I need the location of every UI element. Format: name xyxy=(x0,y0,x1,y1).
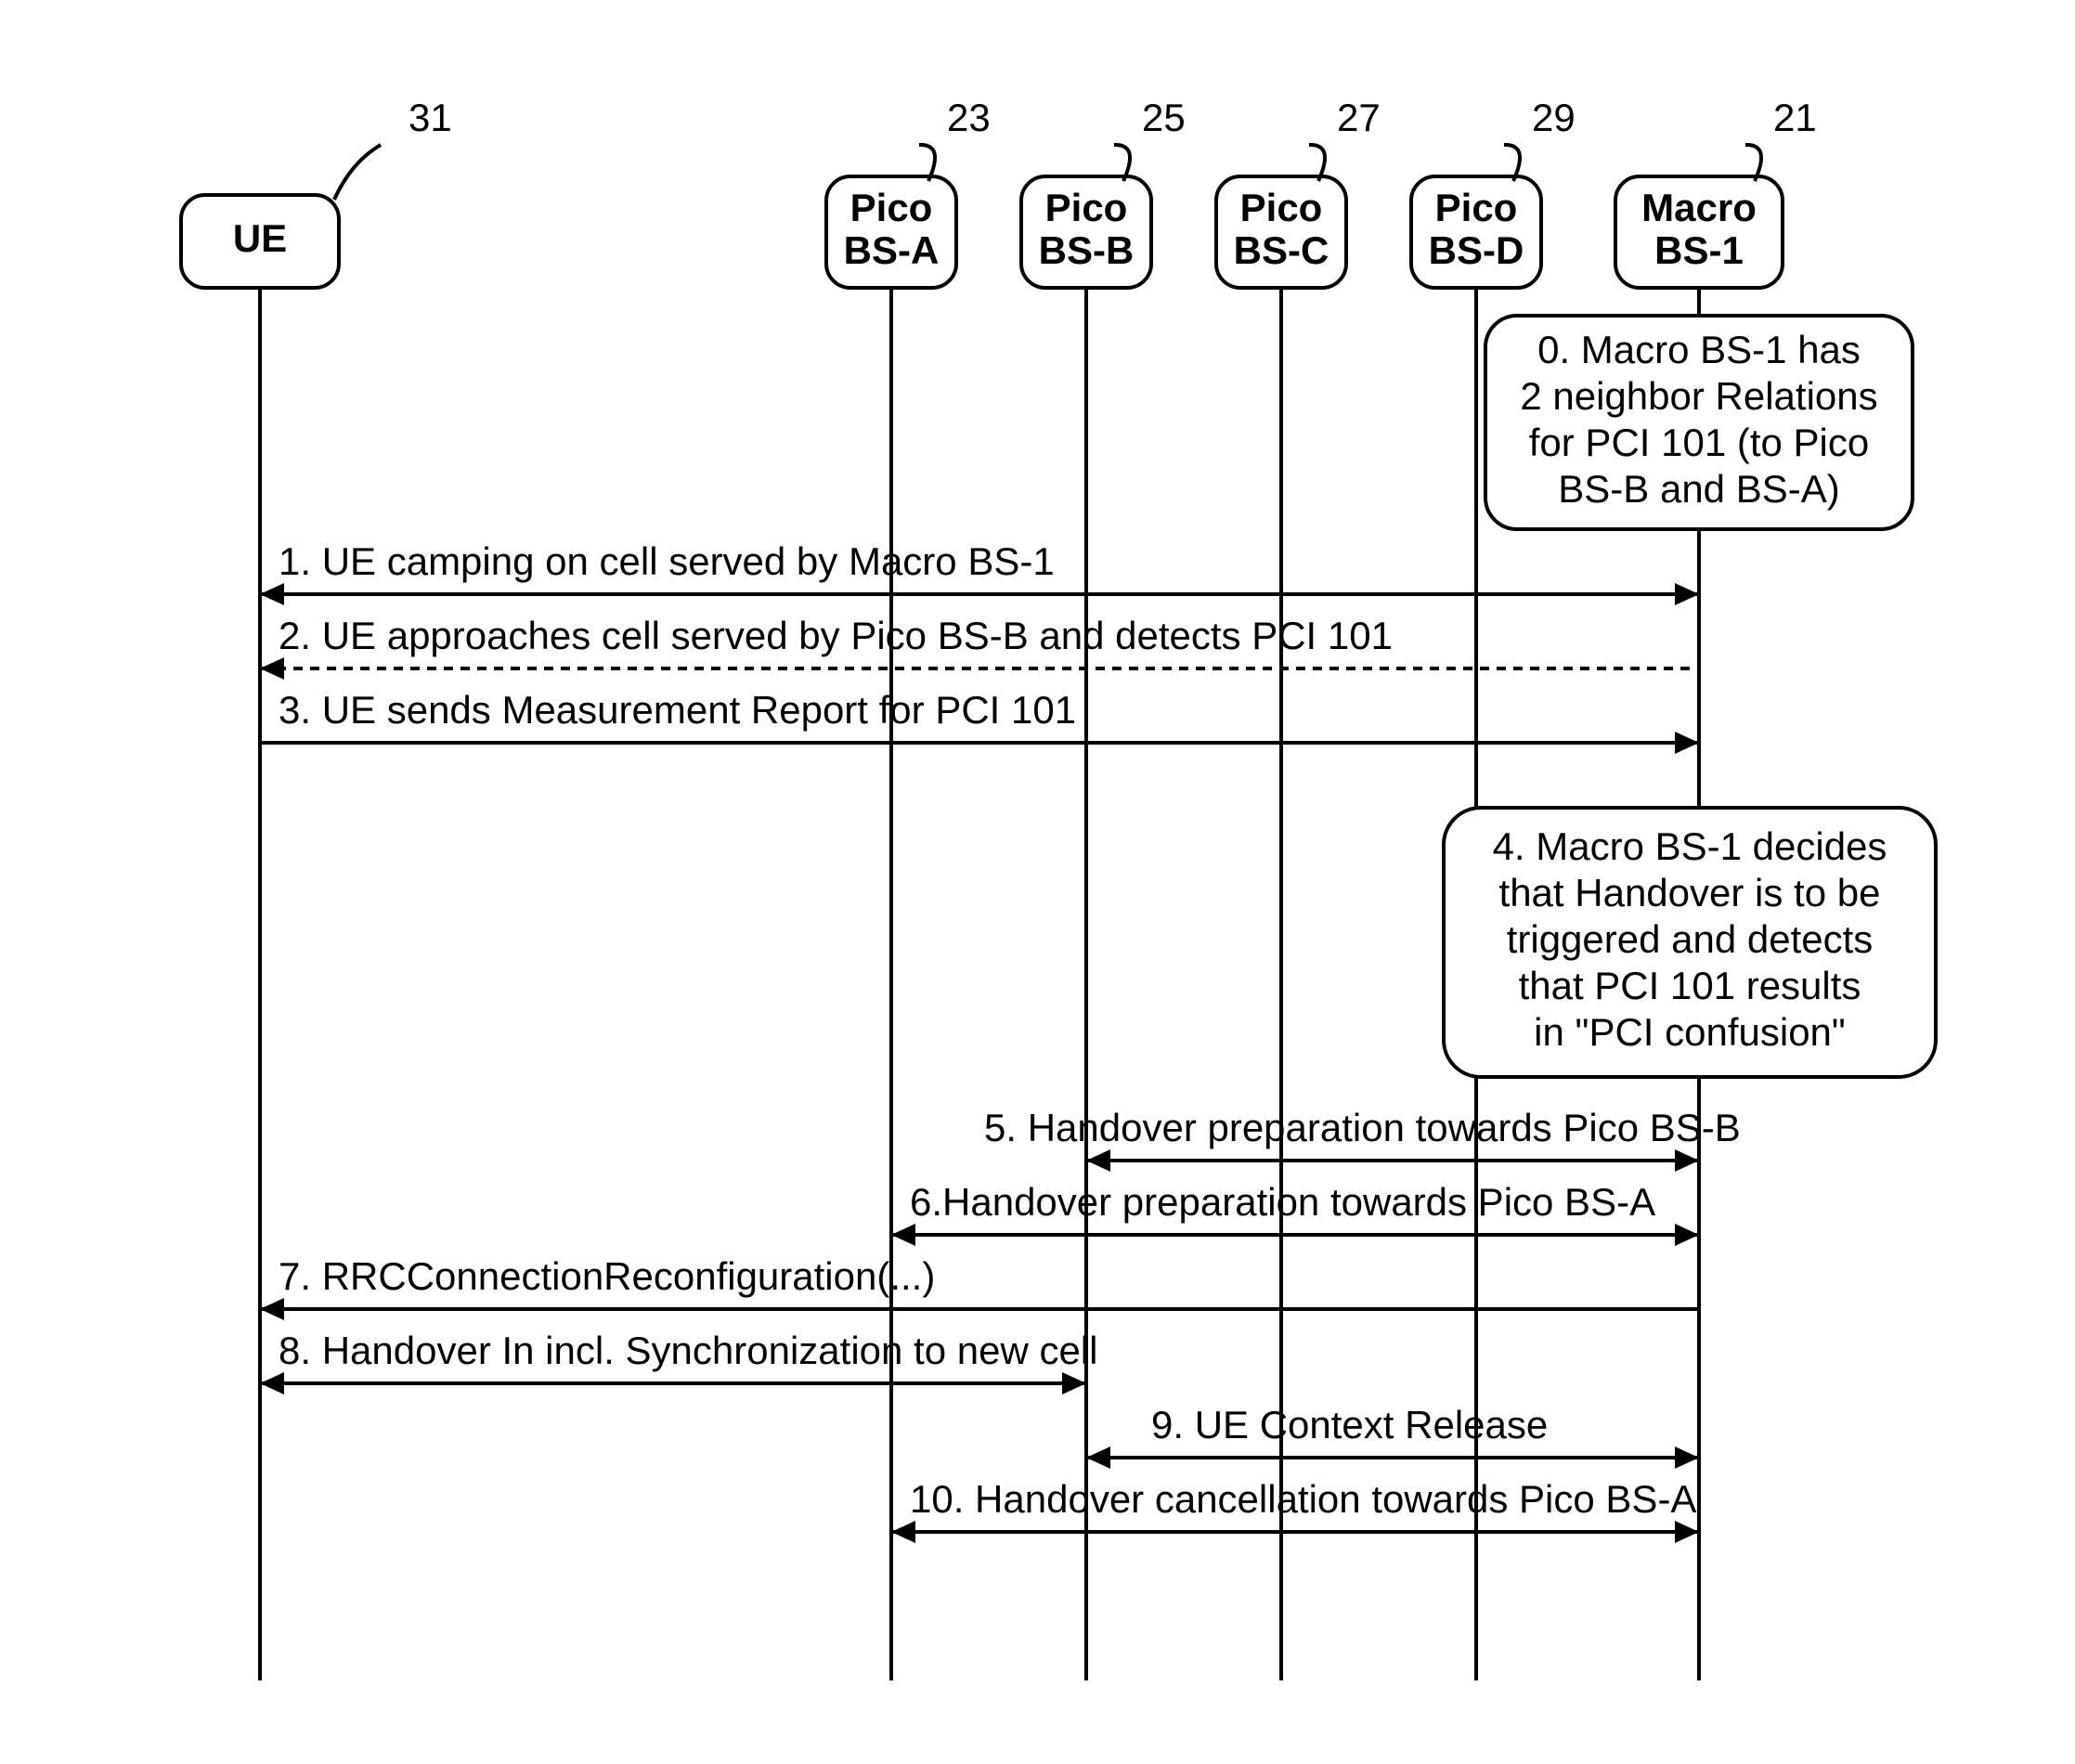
note-text-note4: triggered and detects xyxy=(1507,917,1874,961)
ref-label-bsC: 27 xyxy=(1337,96,1381,139)
ref-leader-ue xyxy=(334,145,381,200)
message-text-8: 8. Handover In incl. Synchronization to … xyxy=(279,1329,1097,1372)
sequence-diagram: UEPicoBS-APicoBS-BPicoBS-CPicoBS-DMacroB… xyxy=(0,0,2075,1764)
actor-label-macro: Macro xyxy=(1641,186,1757,229)
message-text-3: 3. UE sends Measurement Report for PCI 1… xyxy=(279,688,1076,732)
ref-label-ue: 31 xyxy=(409,96,452,139)
arrowhead-right xyxy=(1675,583,1699,605)
arrowhead-right xyxy=(1062,1372,1086,1394)
arrowhead-right xyxy=(1675,1224,1699,1246)
actor-label-ue: UE xyxy=(233,216,287,260)
arrowhead-left xyxy=(260,1298,284,1320)
arrowhead-left xyxy=(260,1372,284,1394)
ref-label-bsA: 23 xyxy=(947,96,991,139)
arrowhead-right xyxy=(1675,732,1699,754)
arrowhead-right xyxy=(1675,1149,1699,1172)
ref-label-bsD: 29 xyxy=(1532,96,1576,139)
arrowhead-right xyxy=(1675,1446,1699,1469)
note-text-note0: for PCI 101 (to Pico xyxy=(1529,421,1870,464)
actor-label-bsA: Pico xyxy=(850,186,933,229)
note-text-note0: BS-B and BS-A) xyxy=(1558,467,1839,511)
note-text-note0: 0. Macro BS-1 has xyxy=(1537,328,1861,371)
actor-label-bsA: BS-A xyxy=(844,228,940,272)
message-text-10: 10. Handover cancellation towards Pico B… xyxy=(910,1477,1696,1521)
note-text-note4: that Handover is to be xyxy=(1499,871,1881,914)
note-text-note0: 2 neighbor Relations xyxy=(1520,374,1877,418)
actor-label-bsB: Pico xyxy=(1045,186,1128,229)
actor-label-bsD: BS-D xyxy=(1429,228,1524,272)
arrowhead-left xyxy=(1086,1446,1110,1469)
message-text-5: 5. Handover preparation towards Pico BS-… xyxy=(984,1106,1741,1149)
arrowhead-left xyxy=(260,657,284,680)
actor-label-bsB: BS-B xyxy=(1039,228,1135,272)
message-text-9: 9. UE Context Release xyxy=(1151,1403,1548,1446)
message-text-2: 2. UE approaches cell served by Pico BS-… xyxy=(279,614,1393,657)
message-text-1: 1. UE camping on cell served by Macro BS… xyxy=(279,539,1055,583)
arrowhead-left xyxy=(891,1224,915,1246)
actor-label-bsC: Pico xyxy=(1240,186,1323,229)
ref-label-bsB: 25 xyxy=(1142,96,1186,139)
note-text-note4: in "PCI confusion" xyxy=(1534,1010,1846,1054)
note-text-note4: 4. Macro BS-1 decides xyxy=(1493,824,1887,868)
arrowhead-right xyxy=(1675,1521,1699,1543)
ref-label-macro: 21 xyxy=(1773,96,1817,139)
arrowhead-left xyxy=(1086,1149,1110,1172)
note-text-note4: that PCI 101 results xyxy=(1519,964,1861,1007)
message-text-6: 6.Handover preparation towards Pico BS-A xyxy=(910,1180,1655,1224)
arrowhead-left xyxy=(891,1521,915,1543)
actor-label-macro: BS-1 xyxy=(1654,228,1744,272)
message-text-7: 7. RRCConnectionReconfiguration(...) xyxy=(279,1254,935,1298)
arrowhead-left xyxy=(260,583,284,605)
actor-label-bsD: Pico xyxy=(1435,186,1518,229)
actor-label-bsC: BS-C xyxy=(1234,228,1329,272)
